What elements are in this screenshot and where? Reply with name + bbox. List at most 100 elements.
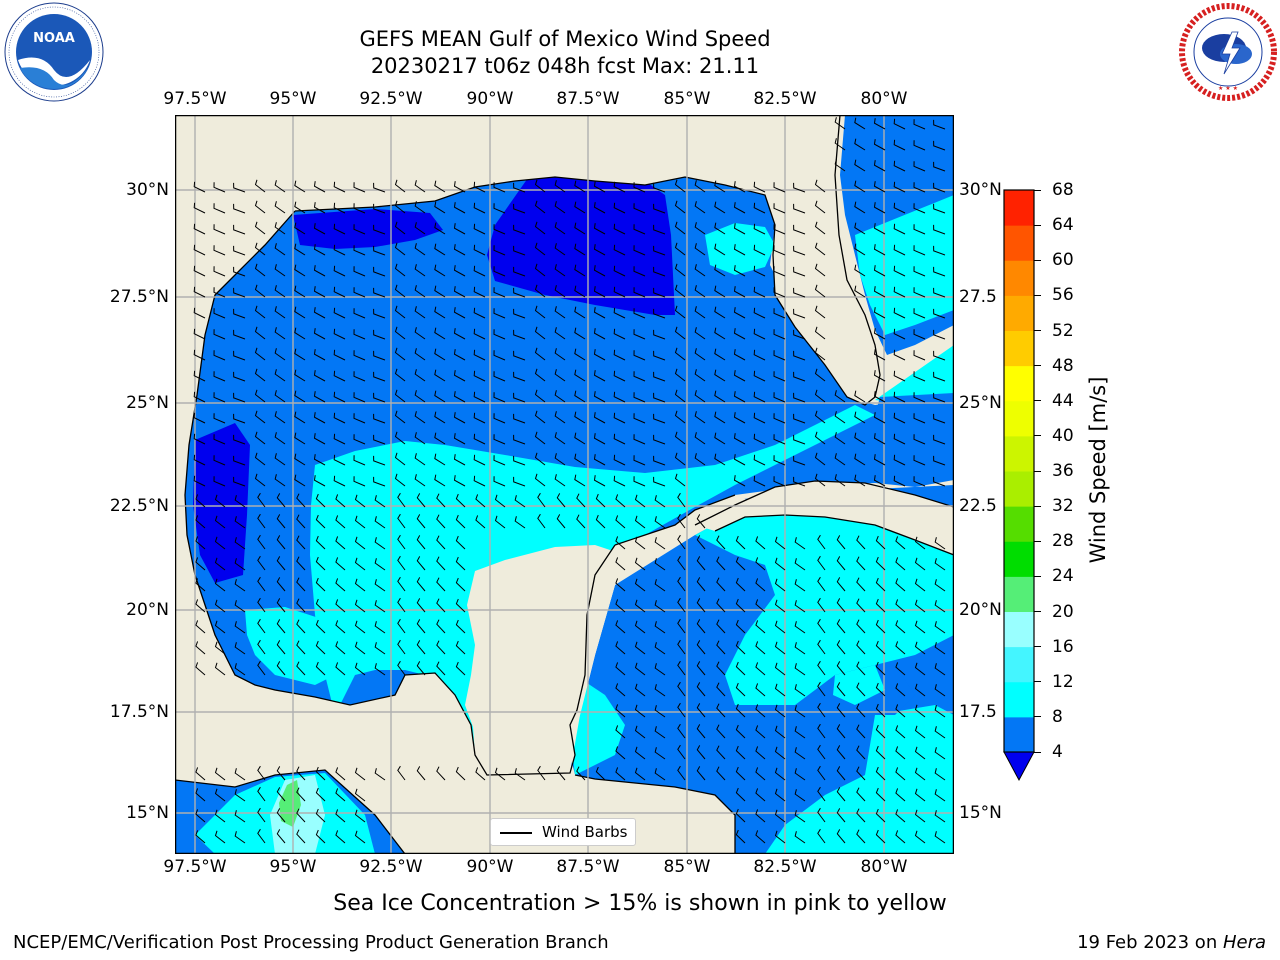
- wind-barb: [873, 433, 886, 445]
- wind-barb: [613, 328, 626, 340]
- wind-barb: [633, 287, 646, 298]
- wind-barb: [576, 766, 586, 781]
- wind-barb: [856, 724, 866, 739]
- machine-name: Hera: [1222, 932, 1266, 953]
- wind-barb: [873, 286, 886, 298]
- wind-barb: [714, 243, 726, 256]
- wind-barb: [513, 203, 526, 214]
- wind-barb: [397, 618, 406, 634]
- wind-barb: [653, 329, 666, 340]
- wind-barb: [913, 371, 926, 382]
- wind-barb: [276, 766, 286, 781]
- wind-barb: [753, 202, 766, 214]
- colorbar-tick: [1034, 435, 1041, 437]
- wind-barb: [913, 119, 926, 130]
- wind-barb: [817, 618, 826, 634]
- wind-barb: [854, 474, 866, 487]
- wind-barb: [774, 683, 786, 697]
- wind-barb: [895, 809, 906, 823]
- lon-label-bottom: 92.5°W: [359, 857, 423, 877]
- wind-barb: [455, 661, 466, 676]
- wind-barb: [913, 161, 926, 172]
- wind-barb: [455, 577, 466, 592]
- wind-barb: [254, 200, 266, 214]
- wind-barb: [593, 370, 606, 382]
- wind-barb: [933, 392, 946, 403]
- wind-barb: [774, 620, 786, 634]
- wind-barb: [296, 640, 306, 655]
- wind-barb: [455, 598, 466, 613]
- wind-barb: [653, 413, 666, 424]
- wind-barb: [914, 557, 926, 571]
- wind-barb: [694, 327, 706, 340]
- wind-barb: [394, 200, 406, 214]
- wind-barb: [234, 663, 246, 676]
- wind-barb: [914, 788, 926, 802]
- colorbar-tick: [1034, 751, 1041, 753]
- wind-barb: [473, 412, 486, 424]
- wind-barb: [274, 285, 286, 298]
- wind-barb: [593, 412, 606, 424]
- wind-barb: [714, 285, 726, 298]
- colorbar-tick-label: 56: [1052, 285, 1074, 306]
- wind-barb: [733, 286, 746, 298]
- wind-barb: [213, 308, 226, 319]
- wind-barb: [473, 181, 486, 193]
- wind-barb: [233, 182, 246, 193]
- wind-barb: [473, 202, 486, 214]
- wind-barb: [653, 182, 666, 193]
- wind-barb: [794, 579, 806, 592]
- wind-barb: [793, 308, 806, 319]
- wind-barb: [373, 350, 386, 361]
- wind-barb: [373, 266, 386, 277]
- wind-barb: [814, 305, 826, 319]
- wind-barb: [696, 661, 706, 676]
- wind-barb: [313, 412, 326, 424]
- colorbar-tick: [1034, 681, 1041, 683]
- wind-barb: [856, 703, 866, 718]
- wind-barb: [315, 640, 326, 655]
- wind-barb: [335, 620, 346, 634]
- wind-barb: [856, 766, 866, 781]
- wind-barb: [593, 286, 606, 298]
- wind-barb: [233, 287, 246, 298]
- wind-barb: [494, 515, 506, 529]
- wind-barb: [653, 350, 666, 361]
- wind-barb: [696, 724, 706, 739]
- wind-barb: [854, 180, 866, 193]
- wind-barb: [613, 202, 626, 214]
- wind-barb: [534, 347, 546, 361]
- wind-barb: [333, 181, 346, 193]
- wind-barb: [313, 223, 326, 235]
- wind-barb: [696, 703, 706, 718]
- wind-barb: [793, 245, 806, 256]
- wind-barb: [615, 767, 626, 781]
- wind-barb: [453, 391, 466, 403]
- wind-barb: [773, 329, 786, 340]
- wind-barb: [213, 224, 226, 235]
- wind-barb: [234, 495, 246, 508]
- wind-barb: [294, 327, 306, 340]
- colorbar-tick-label: 60: [1052, 250, 1074, 271]
- wind-barb: [414, 201, 426, 214]
- wind-barb: [233, 329, 246, 340]
- wind-barb: [493, 203, 506, 214]
- map-area: [175, 115, 954, 854]
- wind-barb: [733, 244, 746, 256]
- wind-barb: [274, 390, 286, 403]
- wind-barb: [716, 682, 726, 697]
- wind-barb: [274, 411, 286, 424]
- wind-barb: [753, 181, 766, 193]
- wind-barb: [296, 808, 306, 823]
- wind-barb: [933, 203, 946, 214]
- wind-barb: [817, 828, 826, 844]
- wind-barb: [554, 201, 566, 214]
- wind-barb: [214, 599, 226, 613]
- wind-barb: [513, 224, 526, 235]
- wind-barb: [733, 307, 746, 319]
- wind-barb: [254, 431, 266, 445]
- wind-barb: [276, 514, 286, 529]
- wind-barb: [814, 347, 826, 361]
- wind-barb: [834, 138, 846, 151]
- wind-barb: [534, 242, 546, 256]
